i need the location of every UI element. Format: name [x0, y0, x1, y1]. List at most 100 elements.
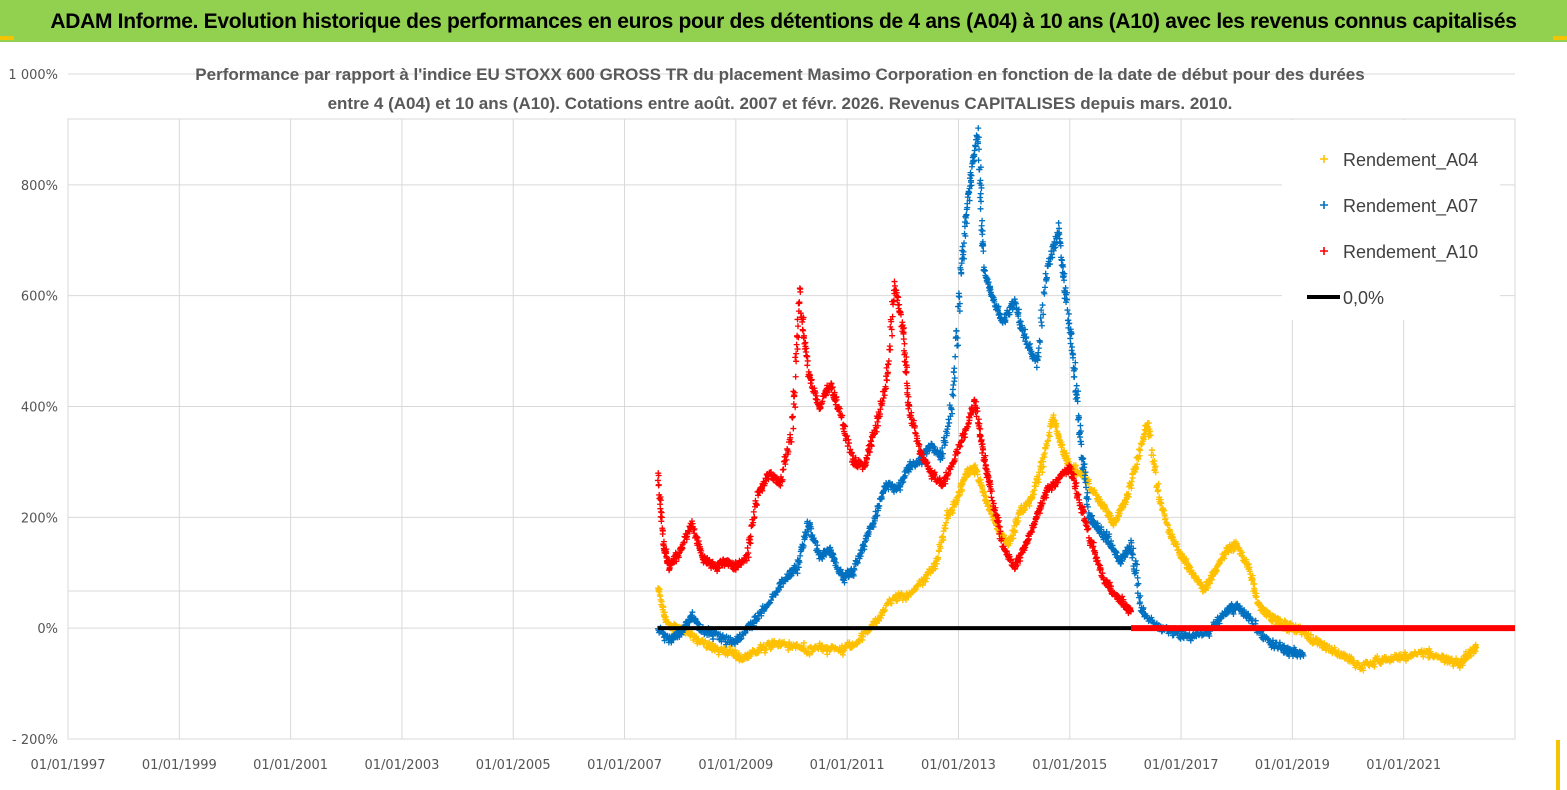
- data-point: [974, 140, 981, 147]
- data-point: [882, 385, 889, 392]
- data-point: [878, 495, 885, 502]
- data-point: [1015, 517, 1022, 524]
- data-point: [661, 637, 668, 644]
- data-point: [792, 404, 799, 411]
- data-point: [768, 597, 775, 604]
- data-point: [794, 570, 801, 577]
- data-point: [659, 527, 666, 534]
- data-point: [745, 554, 752, 561]
- data-point: [943, 519, 950, 526]
- data-point: [975, 134, 982, 141]
- data-point: [826, 389, 833, 396]
- data-point: [1085, 496, 1092, 503]
- corner-accent-top-left: [0, 36, 14, 40]
- legend-plus-marker: [1320, 155, 1328, 163]
- data-point: [795, 334, 802, 341]
- y-tick-label: 400%: [21, 401, 58, 416]
- data-point: [819, 642, 826, 649]
- data-point: [956, 300, 963, 307]
- data-point: [693, 533, 700, 540]
- data-point: [1077, 422, 1084, 429]
- data-point: [1026, 502, 1033, 509]
- data-point: [1085, 480, 1092, 487]
- data-point: [905, 393, 912, 400]
- data-point: [702, 637, 709, 644]
- data-point: [854, 559, 861, 566]
- data-point: [946, 402, 953, 409]
- data-point: [1420, 653, 1427, 660]
- data-point: [1039, 469, 1046, 476]
- data-point: [1251, 580, 1258, 587]
- data-point: [761, 480, 768, 487]
- data-point: [1082, 469, 1089, 476]
- data-point: [901, 349, 908, 356]
- data-point: [796, 299, 803, 306]
- data-point: [1059, 441, 1066, 448]
- data-point: [1076, 414, 1083, 421]
- data-point: [888, 318, 895, 325]
- data-point: [803, 345, 810, 352]
- data-point: [1137, 599, 1144, 606]
- data-point: [970, 158, 977, 165]
- data-point: [902, 472, 909, 479]
- data-point: [738, 635, 745, 642]
- data-point: [799, 318, 806, 325]
- data-point: [1077, 428, 1084, 435]
- data-point: [1080, 455, 1087, 462]
- data-point: [800, 543, 807, 550]
- data-point: [1080, 508, 1087, 515]
- data-point: [1089, 512, 1096, 519]
- legend-plus-marker: [1320, 201, 1328, 209]
- data-point: [750, 508, 757, 515]
- data-point: [889, 313, 896, 320]
- x-tick-label: 01/01/2015: [1032, 758, 1107, 773]
- data-point: [1028, 529, 1035, 536]
- data-point: [839, 412, 846, 419]
- data-point: [1043, 274, 1050, 281]
- data-point: [1095, 561, 1102, 568]
- data-point: [1046, 260, 1053, 267]
- data-point: [1055, 219, 1062, 226]
- data-point: [949, 410, 956, 417]
- data-point: [1001, 532, 1008, 539]
- data-point: [844, 432, 851, 439]
- data-point: [1006, 311, 1013, 318]
- data-point: [961, 240, 968, 247]
- data-point: [893, 289, 900, 296]
- data-point: [1440, 653, 1447, 660]
- data-point: [658, 514, 665, 521]
- x-tick-label: 01/01/2009: [698, 758, 773, 773]
- data-point: [686, 528, 693, 535]
- data-point: [795, 564, 802, 571]
- plot-border: [67, 118, 1516, 740]
- data-point: [1057, 242, 1064, 249]
- data-point: [793, 358, 800, 365]
- data-point: [954, 449, 961, 456]
- legend-label: Rendement_A10: [1343, 242, 1478, 263]
- x-tick-label: 01/01/2013: [921, 758, 996, 773]
- data-point: [979, 450, 986, 457]
- data-point: [975, 125, 982, 132]
- data-point: [710, 636, 717, 643]
- y-tick-label: 0%: [37, 622, 58, 637]
- data-point: [804, 357, 811, 364]
- data-point: [997, 528, 1004, 535]
- data-point: [945, 470, 952, 477]
- data-point: [783, 456, 790, 463]
- data-point: [916, 441, 923, 448]
- data-point: [988, 494, 995, 501]
- data-point: [897, 483, 904, 490]
- data-point: [1128, 485, 1135, 492]
- data-point: [1221, 555, 1228, 562]
- data-point: [1069, 343, 1076, 350]
- axes: - 200% 0% 200% 400% 600% 800% 1 000% 01/01/1997…: [8, 68, 1441, 773]
- x-tick-label: 01/01/2001: [253, 758, 328, 773]
- data-point: [792, 354, 799, 361]
- data-point: [903, 354, 910, 361]
- data-point: [1119, 593, 1126, 600]
- data-point: [1070, 471, 1077, 478]
- data-point: [918, 451, 925, 458]
- data-point: [1155, 480, 1162, 487]
- data-point: [912, 423, 919, 430]
- data-point: [901, 340, 908, 347]
